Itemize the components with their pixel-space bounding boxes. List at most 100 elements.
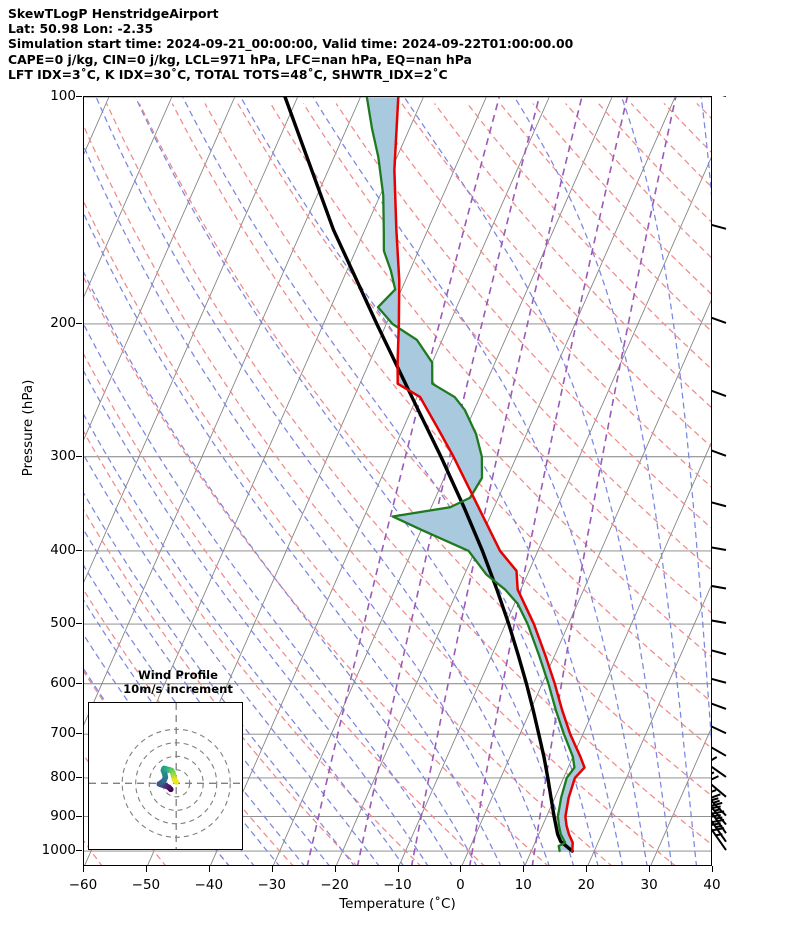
dry-adiabat-lines <box>84 103 711 865</box>
isotherm-line <box>650 727 711 865</box>
moist-adiabat <box>84 454 380 865</box>
dry-adiabat <box>401 103 711 448</box>
wind-barb <box>712 649 727 656</box>
moist-adiabat <box>95 97 550 865</box>
dry-adiabat <box>106 103 711 845</box>
temperature-tick-label: −30 <box>257 877 286 893</box>
barb-half-flag <box>712 799 720 804</box>
temperature-tick-mark <box>397 866 399 872</box>
barb-shaft <box>712 449 727 457</box>
dry-adiabat <box>532 103 711 295</box>
pressure-tick-mark <box>76 623 82 625</box>
hodograph-canvas <box>89 703 242 849</box>
dry-adiabat <box>368 103 711 488</box>
mixing-ratio-lines <box>306 97 677 865</box>
dry-adiabat <box>84 353 485 865</box>
isotherm-line <box>84 97 236 440</box>
barb-full-flag <box>712 797 719 802</box>
moist-adiabat <box>182 97 599 865</box>
dry-adiabat <box>84 509 357 865</box>
dry-adiabat <box>171 103 711 749</box>
pressure-tick-mark <box>76 850 82 852</box>
moist-adiabat <box>134 97 574 865</box>
hodograph-title-line2: 10m/s increment <box>123 682 233 696</box>
dewpoint-curve <box>365 97 576 853</box>
pressure-tick-mark <box>76 776 82 779</box>
temperature-tick-mark <box>460 866 462 872</box>
temperature-tick-mark <box>586 866 588 872</box>
barb-shaft <box>712 819 727 843</box>
wind-barb <box>712 797 727 826</box>
pressure-tick-label: 300 <box>50 447 76 464</box>
barb-shaft <box>712 702 727 710</box>
dry-adiabat <box>466 103 711 370</box>
temperature-tick-mark <box>145 866 147 872</box>
moist-adiabat <box>84 370 429 865</box>
moist-adiabat <box>513 97 698 865</box>
wind-barb <box>712 771 727 798</box>
pressure-tick-label: 1000 <box>41 842 76 859</box>
moist-adiabat <box>84 212 502 865</box>
temperature-tick-mark <box>271 866 273 872</box>
temperature-tick-label: −20 <box>320 877 349 893</box>
dry-adiabat <box>433 103 711 408</box>
wind-barb <box>712 449 727 457</box>
mixing-ratio-line <box>410 97 583 865</box>
barb-full-flag <box>712 756 718 762</box>
mixing-ratio-line <box>531 97 677 865</box>
moist-adiabat <box>84 323 453 865</box>
wind-barb <box>712 619 727 625</box>
wind-barb-canvas <box>712 96 727 851</box>
dry-adiabat <box>84 200 612 865</box>
isotherm-line <box>524 442 711 865</box>
pressure-tick-label: 400 <box>50 541 76 558</box>
pressure-tick-label: 600 <box>50 674 76 691</box>
wind-barb-column <box>712 96 794 876</box>
pressure-tick-label: 800 <box>50 768 76 785</box>
temperature-tick-mark <box>649 866 651 872</box>
dry-adiabat <box>84 276 548 865</box>
pressure-tick-labels: 100 200 300 400 500 600 700 800 900 1000 <box>0 88 76 866</box>
moist-adiabat-lines <box>84 97 711 865</box>
barb-shaft <box>712 811 727 834</box>
wind-barb <box>712 746 727 757</box>
wind-barb <box>712 702 727 710</box>
temperature-tick-label: 20 <box>577 877 595 893</box>
barb-shaft <box>712 800 727 817</box>
barb-shaft <box>712 501 727 508</box>
dry-adiabat <box>630 103 711 188</box>
hodograph-title-line1: Wind Profile <box>138 668 218 682</box>
barb-shaft <box>712 725 727 735</box>
moist-adiabat <box>403 97 673 865</box>
barb-shaft <box>712 316 727 324</box>
barb-shaft <box>712 677 727 684</box>
pressure-tick-mark <box>76 815 82 817</box>
pressure-tick-label: 500 <box>50 615 76 632</box>
moist-adiabat <box>621 97 711 742</box>
dry-adiabat <box>138 103 711 796</box>
pressure-tick-label: 100 <box>50 88 76 104</box>
wind-barb <box>712 223 727 230</box>
temperature-tick-mark <box>523 866 525 872</box>
pressure-tick-mark <box>76 455 82 457</box>
moist-adiabat <box>84 145 526 865</box>
dry-adiabat <box>270 103 711 614</box>
temperature-tick-label: 40 <box>703 877 721 893</box>
parcel-path-curve <box>283 97 574 853</box>
pressure-tick-mark <box>76 322 82 325</box>
mixing-ratio-line <box>469 97 629 865</box>
wind-barb <box>712 753 727 778</box>
pressure-tick-mark <box>76 682 82 684</box>
header-title: SkewTLogP HenstridgeAirport <box>8 6 219 21</box>
dry-adiabat <box>696 103 711 119</box>
barb-full-flag <box>712 801 723 807</box>
pressure-tick-marks <box>0 96 83 866</box>
hodograph-title: Wind Profile 10m/s increment <box>78 668 278 696</box>
wind-barb <box>712 316 727 324</box>
barb-full-flag <box>712 793 721 799</box>
temperature-tick-label: −10 <box>383 877 412 893</box>
figure-header: SkewTLogP HenstridgeAirport Lat: 50.98 L… <box>8 6 788 82</box>
temperature-tick-mark <box>208 866 210 872</box>
barb-shaft <box>712 585 727 590</box>
y-axis-label: Pressure (hPa) <box>20 379 36 477</box>
